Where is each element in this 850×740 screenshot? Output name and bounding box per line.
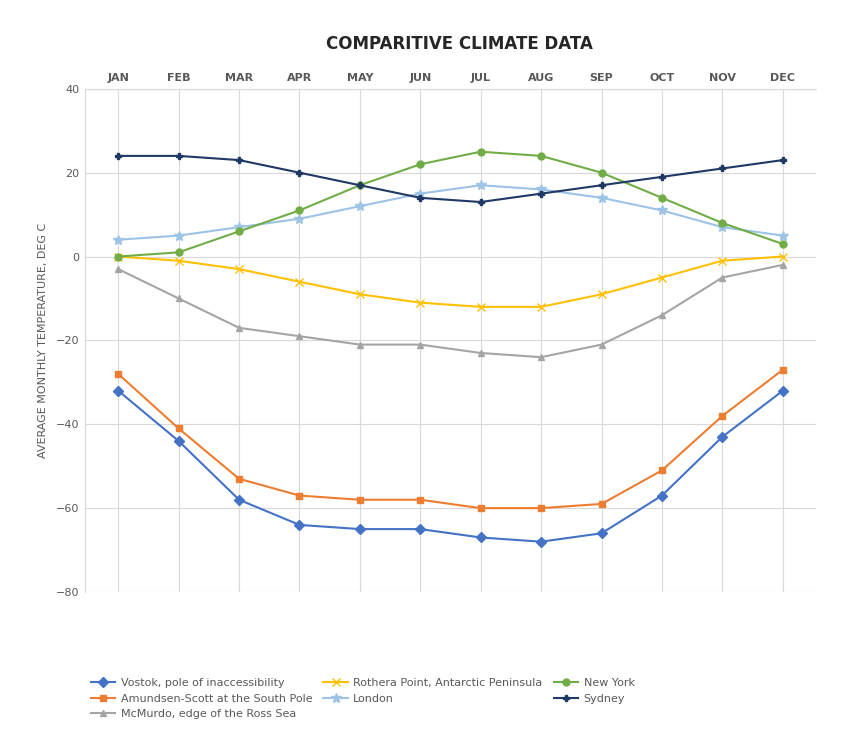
London — [354, 202, 365, 211]
Sydney — [597, 181, 607, 189]
London — [234, 223, 244, 232]
Rothera Point, Antarctic Peninsula — [234, 265, 244, 274]
London — [717, 223, 728, 232]
Amundsen-Scott at the South Pole — [354, 495, 365, 504]
Rothera Point, Antarctic Peninsula — [173, 256, 184, 265]
McMurdo, edge of the Ross Sea — [476, 349, 486, 357]
McMurdo, edge of the Ross Sea — [173, 294, 184, 303]
Amundsen-Scott at the South Pole — [778, 366, 788, 374]
McMurdo, edge of the Ross Sea — [294, 332, 304, 340]
Vostok, pole of inaccessibility — [536, 537, 547, 546]
McMurdo, edge of the Ross Sea — [354, 340, 365, 349]
Amundsen-Scott at the South Pole — [536, 504, 547, 513]
Vostok, pole of inaccessibility — [657, 491, 667, 500]
Line: Sydney: Sydney — [115, 152, 786, 206]
Vostok, pole of inaccessibility — [234, 495, 244, 504]
Vostok, pole of inaccessibility — [415, 525, 425, 534]
Vostok, pole of inaccessibility — [597, 529, 607, 538]
London — [113, 235, 123, 244]
Line: Rothera Point, Antarctic Peninsula: Rothera Point, Antarctic Peninsula — [114, 252, 787, 311]
Vostok, pole of inaccessibility — [113, 386, 123, 395]
Vostok, pole of inaccessibility — [717, 432, 728, 441]
Rothera Point, Antarctic Peninsula — [657, 273, 667, 282]
Sydney — [778, 155, 788, 164]
New York — [597, 168, 607, 177]
Amundsen-Scott at the South Pole — [476, 504, 486, 513]
Rothera Point, Antarctic Peninsula — [354, 290, 365, 299]
Rothera Point, Antarctic Peninsula — [778, 252, 788, 261]
London — [778, 231, 788, 240]
Amundsen-Scott at the South Pole — [657, 466, 667, 475]
Sydney — [113, 152, 123, 161]
New York — [113, 252, 123, 261]
New York — [415, 160, 425, 169]
Legend: Vostok, pole of inaccessibility, Amundsen-Scott at the South Pole, McMurdo, edge: Vostok, pole of inaccessibility, Amundse… — [91, 678, 635, 719]
Rothera Point, Antarctic Peninsula — [113, 252, 123, 261]
London — [415, 189, 425, 198]
Amundsen-Scott at the South Pole — [234, 474, 244, 483]
New York — [717, 218, 728, 227]
Sydney — [173, 152, 184, 161]
Amundsen-Scott at the South Pole — [415, 495, 425, 504]
Sydney — [536, 189, 547, 198]
Sydney — [657, 172, 667, 181]
McMurdo, edge of the Ross Sea — [778, 260, 788, 269]
McMurdo, edge of the Ross Sea — [657, 311, 667, 320]
New York — [536, 152, 547, 161]
Amundsen-Scott at the South Pole — [113, 369, 123, 378]
Vostok, pole of inaccessibility — [294, 520, 304, 529]
Rothera Point, Antarctic Peninsula — [294, 278, 304, 286]
McMurdo, edge of the Ross Sea — [415, 340, 425, 349]
Amundsen-Scott at the South Pole — [717, 411, 728, 420]
Line: London: London — [113, 181, 788, 245]
Vostok, pole of inaccessibility — [476, 533, 486, 542]
McMurdo, edge of the Ross Sea — [717, 273, 728, 282]
London — [476, 181, 486, 189]
New York — [173, 248, 184, 257]
McMurdo, edge of the Ross Sea — [113, 265, 123, 274]
London — [657, 206, 667, 215]
Vostok, pole of inaccessibility — [778, 386, 788, 395]
London — [597, 193, 607, 202]
Vostok, pole of inaccessibility — [354, 525, 365, 534]
Line: Vostok, pole of inaccessibility: Vostok, pole of inaccessibility — [115, 387, 786, 545]
New York — [354, 181, 365, 189]
McMurdo, edge of the Ross Sea — [234, 323, 244, 332]
New York — [778, 240, 788, 249]
Rothera Point, Antarctic Peninsula — [597, 290, 607, 299]
New York — [657, 193, 667, 202]
New York — [234, 227, 244, 236]
McMurdo, edge of the Ross Sea — [536, 353, 547, 362]
Sydney — [354, 181, 365, 189]
Vostok, pole of inaccessibility — [173, 437, 184, 445]
Rothera Point, Antarctic Peninsula — [476, 303, 486, 312]
Y-axis label: AVERAGE MONTHLY TEMPERATURE, DEG C: AVERAGE MONTHLY TEMPERATURE, DEG C — [37, 223, 48, 458]
Rothera Point, Antarctic Peninsula — [536, 303, 547, 312]
New York — [294, 206, 304, 215]
Rothera Point, Antarctic Peninsula — [415, 298, 425, 307]
Text: COMPARITIVE CLIMATE DATA: COMPARITIVE CLIMATE DATA — [326, 36, 592, 53]
Line: Amundsen-Scott at the South Pole: Amundsen-Scott at the South Pole — [115, 366, 786, 511]
Sydney — [294, 168, 304, 177]
Amundsen-Scott at the South Pole — [597, 500, 607, 508]
London — [536, 185, 547, 194]
Line: McMurdo, edge of the Ross Sea: McMurdo, edge of the Ross Sea — [115, 261, 786, 360]
London — [294, 215, 304, 223]
Sydney — [717, 164, 728, 173]
London — [173, 231, 184, 240]
Sydney — [234, 155, 244, 164]
Sydney — [476, 198, 486, 206]
Amundsen-Scott at the South Pole — [173, 424, 184, 433]
Sydney — [415, 193, 425, 202]
McMurdo, edge of the Ross Sea — [597, 340, 607, 349]
Line: New York: New York — [115, 148, 786, 260]
Rothera Point, Antarctic Peninsula — [717, 256, 728, 265]
Amundsen-Scott at the South Pole — [294, 491, 304, 500]
New York — [476, 147, 486, 156]
